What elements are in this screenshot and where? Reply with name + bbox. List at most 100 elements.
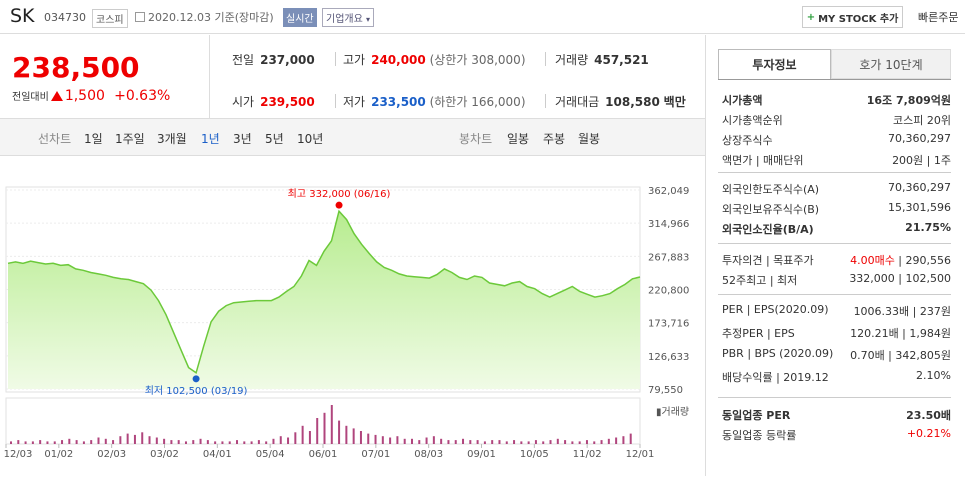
info-value: 16조 7,809억원: [866, 94, 951, 107]
date-label: 2020.12.03 기준(장마감): [135, 9, 274, 25]
volume-bar: [469, 440, 472, 444]
quick-order-button[interactable]: 빠른주문: [918, 11, 959, 24]
tab-1y[interactable]: 1년: [201, 132, 220, 146]
volume-bar: [440, 438, 443, 444]
tab-10y[interactable]: 10년: [297, 132, 324, 146]
volume-bar: [53, 441, 56, 444]
high-limit: (상한가 308,000): [429, 53, 526, 67]
y-tick-label: 267,883: [648, 252, 689, 263]
volume-bar: [556, 438, 559, 444]
info-panel: 투자정보 호가 10단계 시가총액 16조 7,809억원 시가총액순위 코스피 20…: [705, 35, 965, 476]
info-key: 투자의견 | 목표주가: [722, 254, 814, 267]
volume-bar: [389, 437, 392, 444]
volume-bar: [629, 433, 632, 444]
x-tick-label: 11/02: [573, 449, 602, 460]
volume-bar: [571, 441, 574, 444]
info-value: 70,360,297: [888, 181, 951, 194]
tab-5y[interactable]: 5년: [265, 132, 284, 146]
volume-bar: [272, 438, 275, 444]
volume-bar: [192, 440, 195, 444]
volume-bar: [184, 441, 187, 444]
tab-invest-info[interactable]: 투자정보: [718, 49, 831, 79]
info-key: PBR | BPS (2020.09): [722, 347, 834, 360]
tab-3m[interactable]: 3개월: [157, 132, 187, 146]
tab-weekly[interactable]: 주봉: [543, 132, 566, 146]
volume-bar: [593, 441, 596, 444]
volume-bar: [359, 431, 362, 444]
x-tick-label: 06/01: [309, 449, 338, 460]
info-value: 23.50배: [906, 409, 951, 422]
amount-unit: 백만: [663, 95, 686, 109]
change-label: 전일대비: [12, 92, 49, 103]
volume-bar: [24, 441, 27, 444]
corp-overview-label: 기업개요: [326, 14, 363, 25]
info-value: 15,301,596: [888, 201, 951, 214]
volume-bar: [505, 441, 508, 444]
volume-bar: [228, 441, 231, 444]
price-change: 전일대비 1,500 +0.63%: [12, 88, 170, 104]
info-value: +0.21%: [906, 427, 951, 440]
volume-bar: [46, 441, 49, 444]
volume-bar: [155, 437, 158, 444]
volume-bar: [483, 441, 486, 444]
volume-bar: [75, 440, 78, 444]
volume-bar: [316, 418, 319, 444]
volume-bar: [513, 440, 516, 444]
y-tick-label: 220,800: [648, 286, 689, 297]
info-key: 배당수익률 | 2019.12: [722, 371, 829, 384]
info-value: 70,360,297: [888, 132, 951, 145]
volume-bar: [177, 440, 180, 444]
volume-bar: [352, 428, 355, 444]
info-value: 332,000 | 102,500: [849, 272, 951, 285]
y-tick-label: 362,049: [648, 186, 689, 197]
price-chart-svg: 362,049 314,966 267,883 220,800 173,716 126,6…: [4, 186, 690, 460]
change-pct: +0.63%: [114, 88, 171, 104]
x-tick-label: 04/01: [203, 449, 232, 460]
info-key: 외국인한도주식수(A): [722, 183, 820, 196]
corp-overview-dropdown[interactable]: 기업개요 ▾: [322, 8, 375, 27]
amount-value: 108,580: [605, 95, 660, 109]
mystock-add-button[interactable]: + MY STOCK 추가: [802, 6, 903, 28]
up-triangle-icon: [50, 91, 63, 101]
realtime-button[interactable]: 실시간: [283, 8, 317, 27]
tab-1d[interactable]: 1일: [84, 132, 103, 146]
tab-daily[interactable]: 일봉: [507, 132, 530, 146]
volume-bar: [615, 437, 618, 444]
info-value: 2.10%: [916, 369, 951, 382]
volume-bar: [308, 431, 311, 444]
high-marker: [335, 201, 343, 209]
info-key: 시가총액: [722, 94, 763, 107]
date-text: 2020.12.03 기준(장마감): [148, 11, 274, 24]
volume-bar: [454, 440, 457, 444]
info-key: 상장주식수: [722, 134, 773, 147]
prev-value: 237,000: [260, 53, 315, 67]
volume-bar: [163, 438, 166, 444]
market-badge: 코스피: [92, 9, 128, 28]
tab-3y[interactable]: 3년: [233, 132, 252, 146]
volume-bar: [381, 436, 384, 444]
tab-1w[interactable]: 1주일: [115, 132, 145, 146]
low-marker: [192, 375, 200, 383]
volume-bar: [119, 436, 122, 444]
x-tick-label: 12/03: [4, 449, 33, 460]
stock-code: 034730: [44, 11, 86, 24]
volume-label: 거래량: [555, 53, 589, 67]
price-chart[interactable]: 362,049 314,966 267,883 220,800 173,716 126,6…: [0, 157, 705, 476]
tab-monthly[interactable]: 월봉: [578, 132, 601, 146]
change-value: 1,500: [64, 88, 105, 104]
invest-opinion: 4.00매수: [850, 254, 895, 267]
info-key: PER | EPS(2020.09): [722, 303, 829, 316]
volume-bar: [214, 441, 217, 444]
low-limit: (하한가 166,000): [429, 95, 526, 109]
volume-bar: [112, 440, 115, 444]
prev-label: 전일: [232, 53, 255, 67]
tab-orderbook[interactable]: 호가 10단계: [831, 49, 951, 79]
price-box: 238,500 전일대비 1,500 +0.63%: [0, 35, 210, 118]
line-chart-label: 선차트: [38, 132, 72, 146]
stock-name: SK: [10, 5, 35, 27]
info-key: 외국인보유주식수(B): [722, 203, 820, 216]
price-line: [7, 209, 641, 375]
volume-bar: [345, 425, 348, 444]
current-price: 238,500: [12, 51, 140, 84]
target-price: | 290,556: [894, 254, 951, 267]
